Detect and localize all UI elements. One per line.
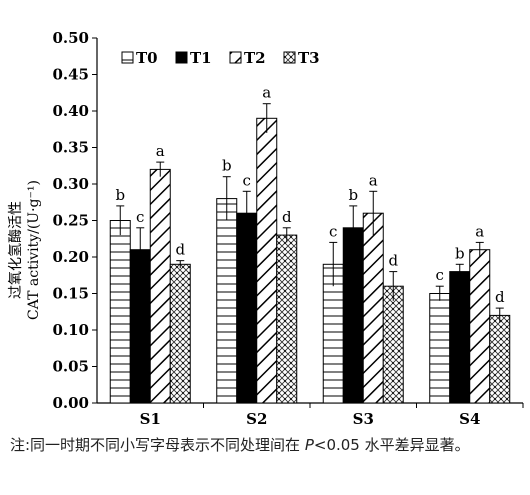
y-tick-label: 0.20 [52,248,89,266]
y-axis-label: 过氧化氢酶活性 CAT activity/(U·g⁻¹) [8,180,42,320]
significance-letter: a [369,171,378,189]
chart-footnote: 注:同一时期不同小写字母表示不同处理间在 P<0.05 水平差异显著。 [10,432,522,458]
bar-T1-S2 [236,212,258,404]
footnote-p: P [304,436,314,454]
significance-letter: d [388,252,398,270]
y-tick-label: 0.50 [52,29,89,47]
footnote-suffix: <0.05 水平差异显著。 [313,436,470,454]
bar-T2-S2 [256,117,278,404]
legend-label-T0: T0 [136,49,158,67]
significance-letter: c [329,222,337,240]
x-tick-label: S4 [459,410,480,428]
significance-letter: c [436,266,444,284]
y-axis-label-en: CAT activity/(U·g⁻¹) [26,180,42,320]
y-axis-label-cn: 过氧化氢酶活性 [8,201,24,299]
y-tick-label: 0.35 [52,139,89,157]
bar-T0-S4 [429,293,451,404]
legend-swatch-T3 [283,51,296,64]
bar-T1-S1 [129,249,151,404]
legend-label-T1: T1 [190,49,212,67]
significance-letter: a [262,84,271,102]
bar-T3-S3 [382,285,404,404]
significance-letter: a [475,222,484,240]
significance-letter: b [222,157,232,175]
y-tick-label: 0.15 [52,285,89,303]
chart-legend: T0 T1 T2 T3 [121,49,320,67]
significance-letter: d [282,208,292,226]
legend-label-T3: T3 [298,49,320,67]
y-tick-label: 0.45 [52,66,89,84]
bar-T3-S2 [276,234,298,404]
y-tick-label: 0.00 [52,394,89,412]
y-tick-label: 0.05 [52,358,89,376]
significance-letter: c [243,171,251,189]
significance-letter: b [115,186,125,204]
y-tick-label: 0.10 [52,321,89,339]
bar-T3-S4 [489,314,511,404]
significance-letter: b [455,244,465,262]
bar-T3-S1 [169,263,191,404]
significance-letter: d [495,288,505,306]
cat-activity-bar-chart: 0.00 0.05 0.10 0.15 0.20 0.25 0.30 0.35 0.40 0.45… [52,29,524,428]
legend-swatch-T0 [121,51,134,64]
legend-swatch-T1 [175,51,188,64]
significance-letter: a [156,142,165,160]
significance-letter: b [348,186,358,204]
y-tick-label: 0.30 [52,175,89,193]
y-tick-label: 0.25 [52,212,89,230]
bar-T1-S4 [449,271,471,404]
significance-letter: d [175,241,185,259]
x-tick-label: S1 [140,410,161,428]
y-tick-label: 0.40 [52,102,89,120]
legend-label-T2: T2 [244,49,266,67]
x-tick-label: S2 [246,410,267,428]
x-tick-label: S3 [353,410,374,428]
footnote-prefix: 注:同一时期不同小写字母表示不同处理间在 [10,436,305,454]
significance-letter: c [136,208,144,226]
bar-T0-S2 [216,198,238,404]
bar-T0-S1 [109,220,131,404]
bar-T2-S3 [362,212,384,404]
bar-T1-S3 [342,227,364,404]
legend-swatch-T2 [229,51,242,64]
chart-axes: 0.00 0.05 0.10 0.15 0.20 0.25 0.30 0.35 0.40 0.45… [52,29,523,412]
bar-T2-S4 [469,249,491,404]
bar-T2-S1 [149,168,171,404]
